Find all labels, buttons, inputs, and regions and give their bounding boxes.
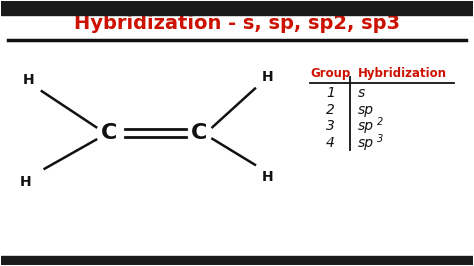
Text: H: H <box>20 176 32 189</box>
Text: Hybridization - s, sp, sp2, sp3: Hybridization - s, sp, sp2, sp3 <box>74 14 400 33</box>
Bar <box>0 1 474 15</box>
Text: H: H <box>262 171 273 184</box>
Text: C: C <box>101 123 118 143</box>
Text: C: C <box>191 123 208 143</box>
Text: s: s <box>357 86 365 100</box>
Text: 2: 2 <box>377 117 383 127</box>
Text: 1: 1 <box>326 86 335 100</box>
Text: 4: 4 <box>326 135 335 149</box>
Text: 3: 3 <box>326 119 335 133</box>
Text: H: H <box>23 73 35 86</box>
Text: sp: sp <box>357 103 374 117</box>
Text: Hybridization: Hybridization <box>358 67 447 80</box>
Text: Group: Group <box>310 67 350 80</box>
Bar <box>0 256 474 265</box>
Text: 2: 2 <box>326 103 335 117</box>
Text: 3: 3 <box>377 134 383 144</box>
Text: sp: sp <box>357 135 374 149</box>
Text: sp: sp <box>357 119 374 133</box>
Text: H: H <box>262 70 273 84</box>
